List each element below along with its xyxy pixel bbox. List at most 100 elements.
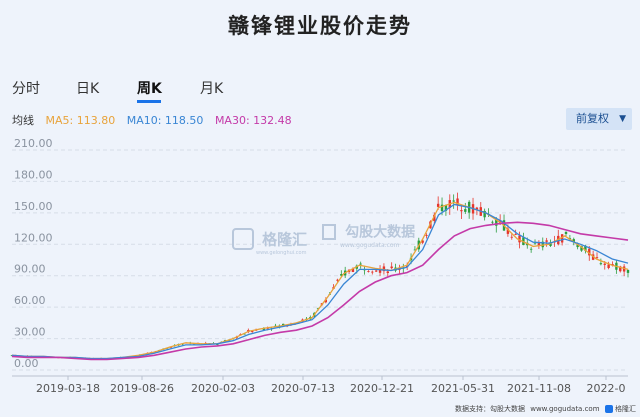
x-tick-label: 2020-07-13 bbox=[271, 382, 335, 395]
candle-body bbox=[378, 268, 382, 273]
candle-body bbox=[460, 210, 463, 212]
candle-body bbox=[390, 266, 393, 269]
watermark-gogu-url: www.gogudata.com bbox=[340, 241, 400, 249]
candle-body bbox=[541, 241, 544, 248]
y-tick-label: 30.00 bbox=[14, 326, 46, 339]
tab-daily-k[interactable]: 日K bbox=[76, 81, 100, 97]
candle-body bbox=[576, 243, 579, 248]
candle-body bbox=[262, 328, 266, 330]
watermark-gogu: 勾股大数据 bbox=[345, 224, 416, 241]
candle-body bbox=[475, 207, 479, 210]
candle-body bbox=[545, 240, 548, 242]
candle-body bbox=[251, 330, 254, 332]
candle-body bbox=[568, 238, 572, 239]
candle-body bbox=[529, 248, 533, 250]
tab-intraday[interactable]: 分时 bbox=[12, 81, 40, 97]
watermark-brand-url: www.gelonghui.com bbox=[256, 250, 307, 256]
page-title: 赣锋锂业股价走势 bbox=[228, 14, 412, 38]
y-tick-label: 90.00 bbox=[14, 263, 46, 276]
candle-body bbox=[506, 228, 510, 234]
candle-body bbox=[436, 203, 440, 207]
y-tick-label: 60.00 bbox=[14, 294, 46, 307]
candle-body bbox=[626, 269, 630, 273]
candle-body bbox=[386, 271, 389, 274]
kline-chart: 210.00 180.00 150.00 120.00 90.00 60.00 30.00 0… bbox=[10, 138, 630, 395]
candle-body bbox=[584, 245, 587, 251]
candle-body bbox=[324, 299, 328, 303]
candle-body bbox=[374, 270, 378, 272]
ma5-label: MA5: 113.80 bbox=[45, 114, 116, 127]
watermark-brand: 格隆汇 bbox=[262, 230, 308, 249]
candle-body bbox=[440, 204, 444, 212]
y-tick-label: 210.00 bbox=[14, 138, 53, 150]
candle-body bbox=[413, 249, 417, 251]
moving-average-lines bbox=[11, 201, 629, 361]
candle-body bbox=[216, 344, 219, 345]
candle-body bbox=[491, 221, 494, 223]
candle-body bbox=[495, 218, 498, 226]
tab-weekly-k[interactable]: 周K bbox=[137, 81, 162, 97]
x-tick-label: 2022-0 bbox=[587, 382, 626, 395]
gogu-watermark: 勾股大数据 www.gogudata.com bbox=[322, 221, 415, 249]
candle-body bbox=[421, 240, 424, 243]
candle-body bbox=[398, 269, 401, 271]
y-tick-label: 150.00 bbox=[14, 200, 53, 213]
tab-monthly-k[interactable]: 月K bbox=[200, 81, 224, 97]
candle-body bbox=[425, 235, 428, 236]
candle-body bbox=[382, 266, 386, 272]
gelonghui-watermark: 格隆汇 www.gelonghui.com bbox=[232, 228, 307, 256]
x-tick-label: 2020-12-21 bbox=[350, 382, 414, 395]
candle-body bbox=[619, 266, 622, 272]
x-tick-label: 2020-02-03 bbox=[191, 382, 255, 395]
candle-body bbox=[533, 243, 537, 245]
gelonghui-logo-icon bbox=[232, 228, 254, 250]
x-axis: 2019-03-18 2019-08-26 2020-02-03 2020-07-13… bbox=[12, 375, 628, 395]
x-tick-label: 2019-08-26 bbox=[110, 382, 174, 395]
active-tab-indicator bbox=[137, 100, 161, 103]
footer-brand: 格隆汇 bbox=[615, 405, 636, 413]
candle-body bbox=[607, 264, 610, 268]
candle-body bbox=[580, 245, 583, 251]
candle-body bbox=[588, 248, 591, 256]
y-axis: 210.00 180.00 150.00 120.00 90.00 60.00 30.00 0… bbox=[14, 138, 53, 370]
ma10-line bbox=[11, 203, 629, 360]
footer-url: www.gogudata.com bbox=[530, 405, 600, 413]
candle-body bbox=[456, 198, 459, 205]
candle-body bbox=[599, 263, 603, 265]
price-adjust-dropdown[interactable]: 前复权 ▼ bbox=[566, 108, 632, 130]
candle-body bbox=[483, 210, 486, 218]
candle-body bbox=[452, 200, 455, 202]
ma5-line bbox=[11, 201, 629, 360]
candle-body bbox=[336, 279, 339, 281]
candle-body bbox=[595, 257, 599, 259]
candle-body bbox=[235, 337, 238, 339]
ma30-label: MA30: 132.48 bbox=[214, 114, 292, 127]
footer-credit: 数据支持：勾股大数据 www.gogudata.com 格隆汇 bbox=[455, 404, 636, 414]
candle-body bbox=[351, 268, 355, 273]
candle-body bbox=[464, 209, 467, 212]
candle-body bbox=[340, 274, 343, 276]
y-tick-label: 180.00 bbox=[14, 168, 53, 181]
ma-legend-prefix: 均线 bbox=[12, 114, 34, 127]
chart-grid bbox=[12, 149, 628, 371]
y-tick-label: 120.00 bbox=[14, 231, 53, 244]
footer-logo-icon bbox=[604, 405, 613, 413]
footer-text: 数据支持：勾股大数据 bbox=[454, 405, 525, 413]
candle-body bbox=[518, 235, 521, 243]
candle-body bbox=[281, 323, 285, 326]
ma10-label: MA10: 118.50 bbox=[126, 114, 204, 127]
x-tick-label: 2021-11-08 bbox=[507, 382, 571, 395]
candle-body bbox=[564, 231, 568, 234]
candle-body bbox=[560, 234, 564, 243]
candle-body bbox=[444, 205, 448, 211]
candle-body bbox=[514, 234, 517, 235]
candle-body bbox=[433, 214, 436, 221]
x-tick-label: 2019-03-18 bbox=[36, 382, 100, 395]
candle-body bbox=[243, 333, 246, 335]
ma30-line bbox=[11, 221, 629, 361]
candle-body bbox=[603, 263, 606, 265]
x-tick-label: 2021-05-31 bbox=[431, 382, 495, 395]
y-tick-label: 0.00 bbox=[14, 357, 39, 370]
candle-body bbox=[367, 270, 370, 272]
chevron-down-icon: ▼ bbox=[619, 114, 626, 124]
